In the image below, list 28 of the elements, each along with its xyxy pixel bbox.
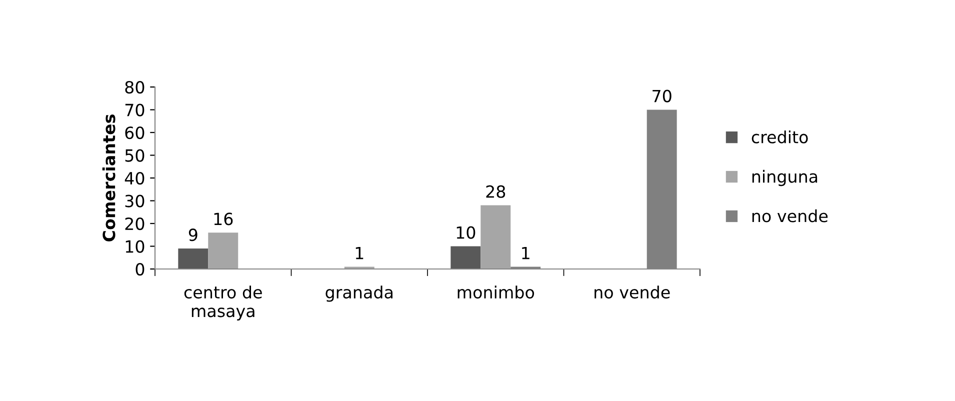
y-tick-label: 0 [136, 262, 144, 276]
y-tick-label: 60 [125, 126, 144, 140]
legend-label: ninguna [752, 170, 818, 186]
y-tick-label: 70 [125, 104, 144, 116]
y-tick-label: 20 [125, 217, 144, 230]
data-label: 10 [456, 226, 476, 239]
data-label: 1 [522, 246, 530, 260]
y-tick-label: 10 [126, 240, 144, 253]
x-tick-label: centro de masaya [184, 286, 262, 320]
y-axis-title: Comerciantes [102, 114, 116, 242]
legend-label: no vende [752, 209, 828, 222]
y-tick-label: 30 [125, 194, 144, 208]
bar [208, 232, 238, 269]
y-tick-label: 80 [125, 80, 144, 94]
bar [450, 246, 481, 269]
y-tick-label: 50 [125, 149, 144, 162]
x-tick-label: no vende [594, 286, 670, 299]
x-tick-label: granada [326, 286, 392, 302]
x-tick-label: monimbo [458, 286, 534, 299]
bar [178, 248, 208, 269]
data-label: 28 [486, 185, 506, 198]
data-label: 1 [356, 246, 364, 260]
legend-label: credito [752, 130, 808, 144]
y-tick-label: 40 [124, 172, 144, 185]
data-label: 70 [652, 90, 672, 102]
data-label: 16 [214, 212, 233, 226]
bar [480, 205, 511, 269]
data-label: 9 [188, 228, 198, 242]
